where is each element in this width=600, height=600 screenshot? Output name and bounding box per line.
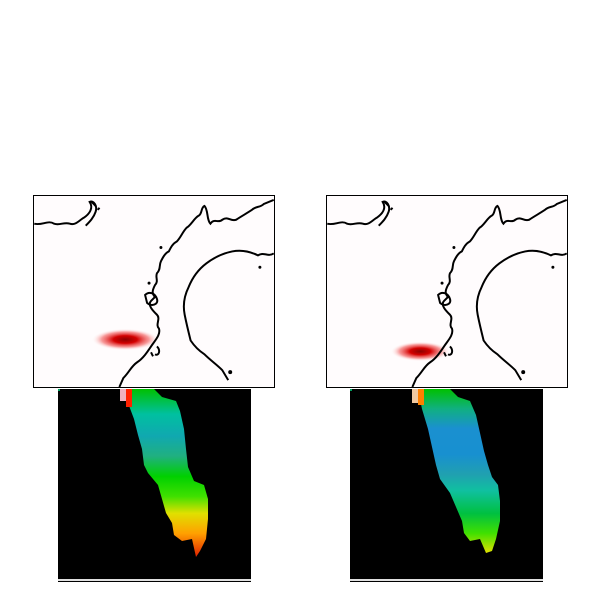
color-band-tip [126, 389, 132, 407]
map-left-svg [34, 199, 274, 387]
coastline [143, 291, 159, 306]
island [159, 245, 163, 249]
coastline [383, 201, 394, 211]
island [551, 265, 555, 269]
map-panel-left [33, 195, 275, 388]
coastline [327, 200, 391, 227]
coastline [118, 199, 274, 387]
island [228, 370, 233, 375]
coastline [411, 199, 567, 387]
coastline [90, 201, 101, 211]
coastline [34, 200, 98, 227]
coastline [436, 291, 452, 306]
field-right-svg [350, 389, 543, 581]
field-panel-left [58, 389, 251, 582]
map-panel-right [326, 195, 568, 388]
coastline [150, 345, 161, 357]
concentration-blob [390, 341, 450, 362]
color-band-tip [412, 389, 418, 403]
coastline [475, 249, 567, 381]
island [258, 265, 262, 269]
color-band-tip [418, 389, 424, 405]
field-left-svg [58, 389, 251, 581]
map-right-svg [327, 199, 567, 387]
field-panel-right [350, 389, 543, 582]
color-band [126, 389, 208, 557]
color-band-tip [120, 389, 126, 401]
concentration-blob [91, 328, 159, 351]
island [521, 370, 526, 375]
island [452, 245, 456, 249]
coastline [443, 345, 454, 357]
coastline [182, 249, 274, 381]
color-band [418, 389, 500, 553]
island [440, 281, 444, 285]
island [147, 281, 151, 285]
